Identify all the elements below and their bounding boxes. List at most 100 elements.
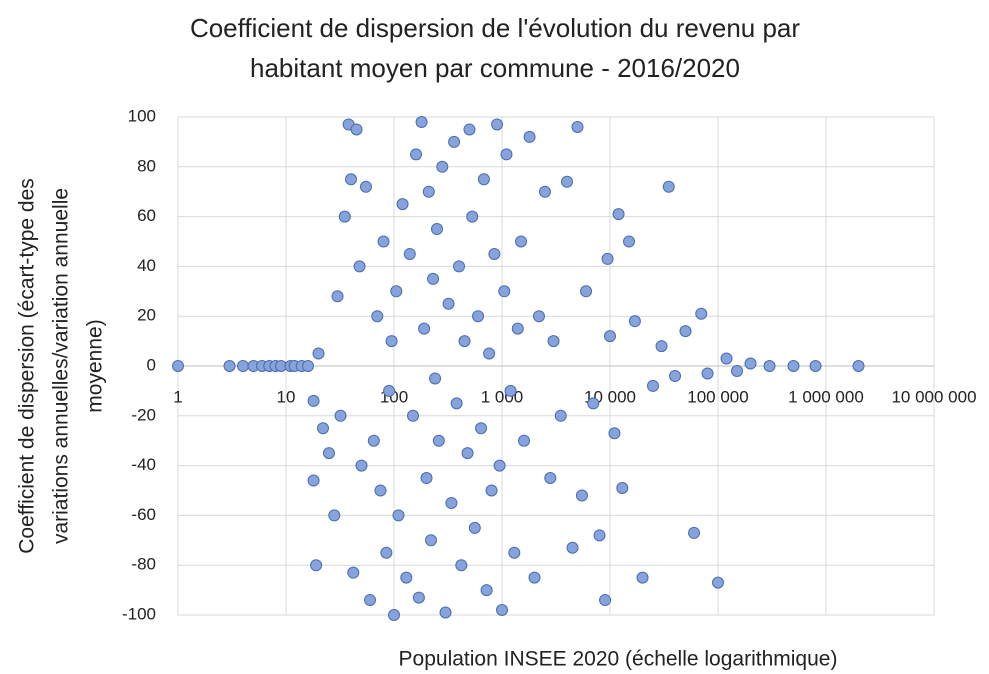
y-tick-label: 80 xyxy=(137,156,156,175)
point xyxy=(485,484,498,497)
x-tick-label: 10 xyxy=(277,387,296,406)
point xyxy=(498,285,511,298)
point xyxy=(223,360,236,372)
point xyxy=(367,434,380,447)
x-tick-label: 1 000 000 xyxy=(788,387,864,406)
point xyxy=(623,235,636,248)
point xyxy=(392,509,405,522)
point xyxy=(374,484,387,497)
point xyxy=(310,559,323,572)
x-tick-label: 100 000 xyxy=(687,387,748,406)
point xyxy=(695,307,708,320)
point xyxy=(601,252,614,265)
point xyxy=(400,571,413,584)
point xyxy=(448,135,461,148)
point xyxy=(316,422,329,435)
point xyxy=(515,235,528,248)
point xyxy=(477,173,490,186)
point xyxy=(359,180,372,193)
point xyxy=(679,325,692,338)
point xyxy=(463,123,476,136)
y-axis-title-line: moyenne) xyxy=(84,319,107,412)
point xyxy=(544,472,557,485)
y-tick-label: -40 xyxy=(131,455,156,474)
point xyxy=(493,459,506,472)
point xyxy=(424,534,437,547)
y-tick-label: -60 xyxy=(131,505,156,524)
point xyxy=(701,367,714,380)
point xyxy=(571,120,584,133)
point xyxy=(593,529,606,542)
point xyxy=(322,447,335,460)
point xyxy=(453,260,466,273)
point xyxy=(744,357,757,370)
chart-title: habitant moyen par commune - 2016/2020 xyxy=(250,53,740,83)
y-axis-title: Coefficient de dispersion (écart-type de… xyxy=(16,178,107,553)
point xyxy=(511,322,524,335)
y-tick-label: -20 xyxy=(131,405,156,424)
point xyxy=(500,148,513,161)
point xyxy=(580,285,593,298)
y-tick-label: 0 xyxy=(147,355,156,374)
point xyxy=(488,247,501,260)
point xyxy=(390,285,403,298)
chart-title: Coefficient de dispersion de l'évolution… xyxy=(190,13,800,43)
point xyxy=(461,447,474,460)
point xyxy=(483,347,496,360)
point xyxy=(636,571,649,584)
point xyxy=(307,474,320,487)
y-tick-label: 100 xyxy=(128,106,156,125)
point xyxy=(450,397,463,410)
point xyxy=(334,409,347,422)
point xyxy=(383,384,396,397)
x-axis-title: Population INSEE 2020 (échelle logarithm… xyxy=(399,648,838,671)
point xyxy=(412,591,425,604)
point xyxy=(429,372,442,385)
point xyxy=(538,185,551,198)
point xyxy=(504,384,517,397)
point xyxy=(172,360,184,372)
point xyxy=(472,310,485,323)
point xyxy=(763,360,776,372)
point xyxy=(302,360,315,372)
point xyxy=(418,322,431,335)
point xyxy=(439,606,452,619)
point xyxy=(466,210,479,223)
point xyxy=(380,546,393,559)
point xyxy=(575,489,588,502)
point xyxy=(712,576,724,589)
y-tick-label: 40 xyxy=(137,256,156,275)
point xyxy=(608,427,621,440)
y-axis-title-line: Coefficient de dispersion (écart-type de… xyxy=(16,178,39,553)
point xyxy=(312,347,325,360)
point xyxy=(442,297,455,310)
point xyxy=(554,409,567,422)
point xyxy=(410,148,423,161)
point xyxy=(508,546,521,559)
point xyxy=(655,340,668,353)
point xyxy=(350,123,363,136)
point xyxy=(371,310,384,323)
y-tick-label: 20 xyxy=(137,306,156,325)
point xyxy=(688,526,701,539)
x-tick-label: 10 000 000 xyxy=(891,387,976,406)
point xyxy=(852,360,865,372)
point xyxy=(458,335,471,348)
point xyxy=(396,198,409,211)
point xyxy=(599,594,612,607)
point xyxy=(787,360,800,372)
point xyxy=(616,482,629,495)
point xyxy=(355,459,368,472)
x-tick-label: 1 000 xyxy=(481,387,524,406)
point xyxy=(720,352,733,365)
point xyxy=(612,208,625,221)
point xyxy=(432,434,445,447)
point xyxy=(430,223,443,236)
point xyxy=(403,247,416,260)
point xyxy=(646,379,659,392)
point xyxy=(480,584,493,597)
point xyxy=(237,360,250,372)
y-axis-title-line: variations annuelles/variation annuelle xyxy=(50,188,73,544)
point xyxy=(420,472,433,485)
